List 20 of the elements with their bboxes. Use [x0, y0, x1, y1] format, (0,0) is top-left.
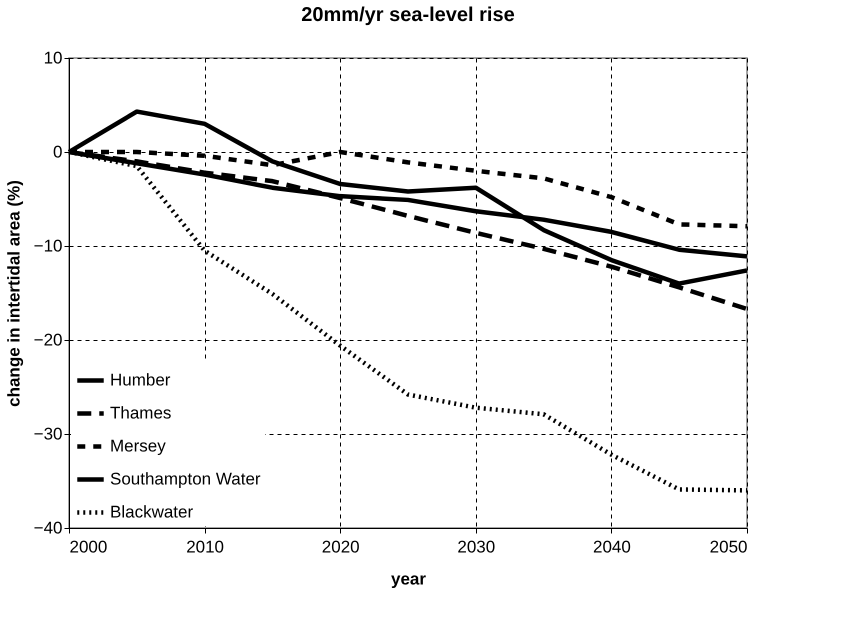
y-axis-title: change in intertidal area (%)	[4, 180, 24, 407]
legend-label: Mersey	[110, 436, 166, 456]
x-tick-label: 2040	[592, 538, 631, 556]
x-axis-title: year	[391, 570, 426, 588]
legend-label: Humber	[110, 370, 171, 390]
legend-label: Southampton Water	[110, 470, 261, 488]
legend-label: Blackwater	[110, 502, 194, 522]
y-tick-label: −40	[34, 518, 62, 538]
chart-title: 20mm/yr sea-level rise	[301, 4, 515, 26]
y-tick-label: 0	[53, 142, 62, 162]
legend-label: Thames	[110, 404, 172, 422]
y-tick-label: −30	[34, 424, 62, 444]
y-tick-label: −10	[34, 236, 62, 256]
x-tick-label: 2010	[186, 538, 224, 556]
y-tick-label: 10	[44, 48, 62, 68]
y-tick-label: −20	[34, 330, 62, 350]
x-tick-label: 2050	[710, 538, 748, 556]
x-tick-label: 2030	[457, 538, 496, 556]
x-tick-label: 2000	[70, 538, 108, 556]
x-tick-label: 2020	[322, 538, 360, 556]
